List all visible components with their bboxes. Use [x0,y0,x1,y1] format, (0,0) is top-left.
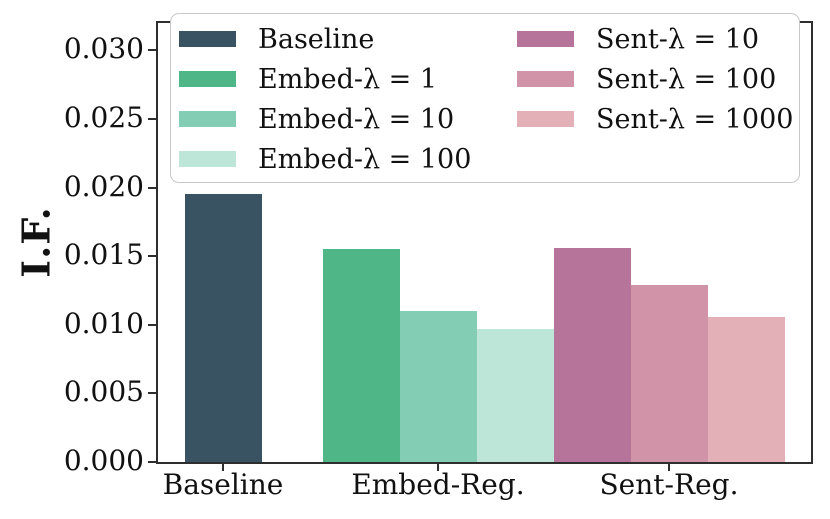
legend-swatch [179,31,236,47]
legend-column-1: Baseline Embed-λ = 1 Embed-λ = 10 Embed-λ =… [179,19,471,179]
legend-item-embed-100: Embed-λ = 100 [179,139,471,179]
bar-embed-10 [399,311,477,462]
y-tick-mark [148,392,156,395]
bar-embed-1 [322,249,400,462]
x-tick-mark [668,464,670,471]
x-tick-label-sent-reg-: Sent-Reg. [599,468,739,501]
legend: Baseline Embed-λ = 1 Embed-λ = 10 Embed-λ =… [170,13,800,183]
legend-label: Embed-λ = 10 [258,103,455,135]
y-tick-mark [148,461,156,463]
y-tick-label: 0.010 [63,306,144,340]
legend-column-2: Sent-λ = 10 Sent-λ = 100 Sent-λ = 1000 [517,19,793,139]
legend-label: Sent-λ = 10 [596,23,760,55]
y-tick-label: 0.000 [63,443,144,477]
legend-item-embed-10: Embed-λ = 10 [179,99,471,139]
legend-label: Sent-λ = 100 [596,63,777,95]
bar-embed-100 [476,328,554,462]
legend-item-sent-100: Sent-λ = 100 [517,59,793,99]
legend-item-sent-10: Sent-λ = 10 [517,19,793,59]
y-tick-label: 0.005 [63,375,144,409]
legend-swatch [179,151,236,167]
x-tick-mark [222,464,224,471]
legend-swatch [517,31,574,47]
x-tick-mark [437,464,439,471]
bar-sent-10 [553,248,631,462]
x-tick-label-baseline: Baseline [162,468,284,501]
y-tick-mark [148,186,156,189]
y-tick-mark [148,49,156,52]
bar-sent-100 [630,285,708,462]
bar-sent-1000 [707,316,785,462]
legend-label: Embed-λ = 1 [258,63,438,95]
y-tick-label: 0.025 [63,100,144,134]
legend-label: Baseline [258,23,375,55]
legend-swatch [517,111,574,127]
legend-label: Embed-λ = 100 [258,143,472,175]
legend-swatch [517,71,574,87]
x-tick-label-embed-reg-: Embed-Reg. [351,468,525,501]
y-tick-mark [148,118,156,121]
legend-swatch [179,111,236,127]
legend-item-baseline: Baseline [179,19,471,59]
y-tick-mark [148,323,156,326]
y-tick-mark [148,255,156,258]
y-tick-label: 0.030 [63,32,144,66]
legend-item-embed-1: Embed-λ = 1 [179,59,471,99]
legend-swatch [179,71,236,87]
legend-label: Sent-λ = 1000 [596,103,794,135]
y-tick-label: 0.020 [63,169,144,203]
legend-item-sent-1000: Sent-λ = 1000 [517,99,793,139]
bar-baseline [184,194,262,462]
y-tick-label: 0.015 [63,238,144,272]
